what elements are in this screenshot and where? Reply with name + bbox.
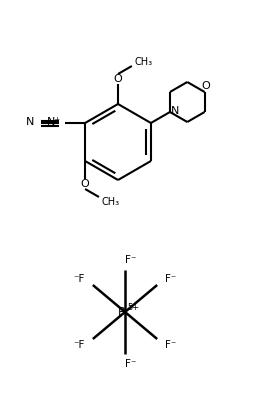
Text: F⁻: F⁻ [165, 274, 176, 283]
Text: O: O [114, 74, 122, 84]
Text: N⁺: N⁺ [47, 117, 61, 127]
Text: 5+: 5+ [127, 304, 139, 312]
Text: O: O [81, 179, 89, 189]
Text: ⁻F: ⁻F [74, 274, 85, 283]
Text: ⁻F: ⁻F [74, 340, 85, 351]
Text: CH₃: CH₃ [135, 57, 153, 67]
Text: F⁻: F⁻ [125, 359, 136, 369]
Text: F⁻: F⁻ [165, 340, 176, 351]
Text: F⁻: F⁻ [125, 255, 136, 265]
Text: N: N [171, 106, 179, 116]
Text: O: O [201, 81, 210, 91]
Text: CH₃: CH₃ [102, 197, 120, 207]
Text: N: N [26, 117, 34, 127]
Text: P: P [118, 306, 125, 318]
